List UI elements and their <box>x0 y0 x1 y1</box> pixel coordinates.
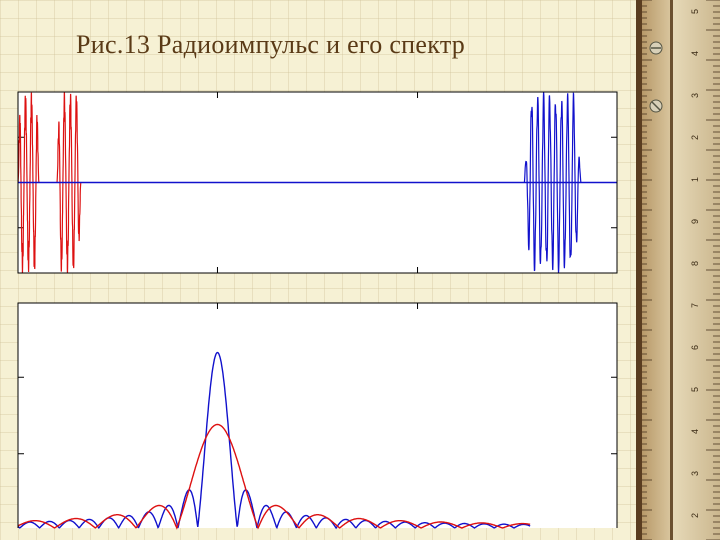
ruler-label: 3 <box>690 471 700 476</box>
spectrum-plot-background <box>18 303 617 528</box>
ruler-label: 4 <box>690 51 700 56</box>
spectrum-series <box>17 351 531 530</box>
ruler-label: 4 <box>690 429 700 434</box>
pulse-series-line <box>17 92 40 273</box>
ruler-label: 5 <box>690 9 700 14</box>
time-domain-frame <box>17 91 618 274</box>
spectrum-panel <box>17 302 618 530</box>
pulse-series-line <box>523 91 582 273</box>
ruler-label: 1 <box>690 177 700 182</box>
ruler-label: 9 <box>690 219 700 224</box>
ruler-ticks <box>642 0 720 540</box>
slide-title: Рис.13 Радиоимпульс и его спектр <box>76 30 466 59</box>
ruler-label: 6 <box>690 345 700 350</box>
ruler-label: 5 <box>690 387 700 392</box>
spectrum-series-line <box>17 423 531 530</box>
ruler-label: 3 <box>690 93 700 98</box>
time-domain-series <box>17 91 617 273</box>
ruler-label: 2 <box>690 135 700 140</box>
ruler-label: 2 <box>690 513 700 518</box>
ruler-label: 7 <box>690 303 700 308</box>
ruler-decoration: 5 4 3 2 1 9 8 7 6 5 4 3 2 <box>636 0 720 540</box>
ruler-divider <box>670 0 673 540</box>
time-domain-panel <box>17 91 618 274</box>
spectrum-ticks <box>18 303 617 455</box>
ruler-dark-edge <box>636 0 642 540</box>
spectrum-frame <box>17 302 618 528</box>
screw-icon <box>649 41 663 55</box>
ruler-label: 8 <box>690 261 700 266</box>
screw-icon <box>649 99 663 113</box>
ruler-labels: 5 4 3 2 1 9 8 7 6 5 4 3 2 <box>690 9 700 518</box>
pulse-series-line <box>56 92 82 273</box>
